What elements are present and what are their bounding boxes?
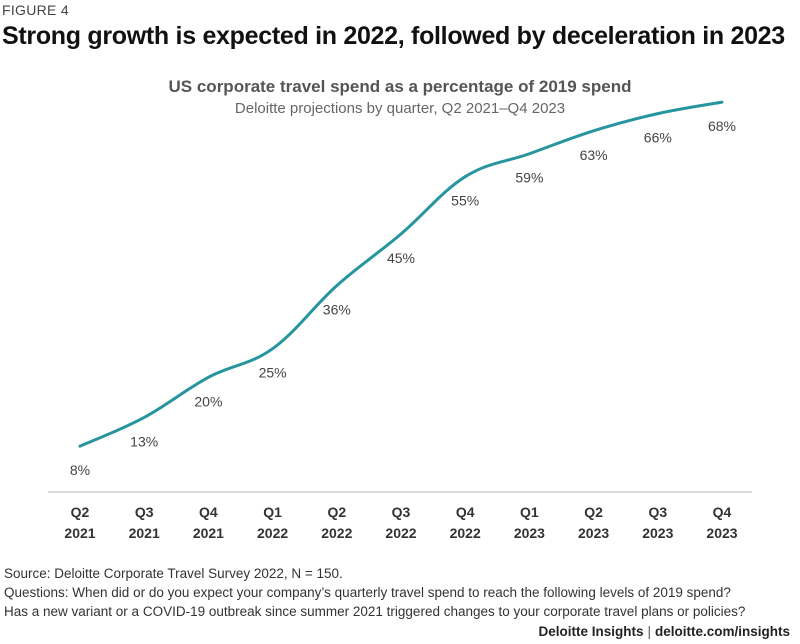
data-label-3: 25%: [259, 365, 287, 381]
questions-note-1: Questions: When did or do you expect you…: [4, 585, 731, 600]
x-tick-year-1: 2021: [129, 525, 160, 541]
footer-separator: |: [647, 624, 651, 639]
figure-headline: Strong growth is expected in 2022, follo…: [2, 22, 785, 50]
footer-url[interactable]: deloitte.com/insights: [654, 624, 790, 639]
data-label-1: 13%: [130, 433, 158, 449]
data-label-0: 8%: [70, 462, 90, 478]
x-tick-year-8: 2023: [578, 525, 609, 541]
x-tick-year-7: 2023: [514, 525, 545, 541]
x-tick-year-10: 2023: [706, 525, 737, 541]
chart-notes: Source: Deloitte Corporate Travel Survey…: [4, 564, 745, 621]
x-tick-quarter-3: Q1: [263, 504, 282, 520]
x-tick-quarter-2: Q4: [199, 504, 218, 520]
questions-note-2: Has a new variant or a COVID-19 outbreak…: [4, 604, 746, 619]
data-label-6: 55%: [451, 193, 479, 209]
x-tick-quarter-5: Q3: [392, 504, 411, 520]
x-tick-quarter-10: Q4: [713, 504, 732, 520]
x-tick-quarter-0: Q2: [71, 504, 90, 520]
data-label-4: 36%: [323, 302, 351, 318]
x-tick-quarter-9: Q3: [648, 504, 667, 520]
data-label-9: 66%: [644, 130, 672, 146]
data-label-7: 59%: [515, 170, 543, 186]
x-tick-quarter-7: Q1: [520, 504, 539, 520]
data-label-8: 63%: [580, 147, 608, 163]
x-tick-year-9: 2023: [642, 525, 673, 541]
chart-title: US corporate travel spend as a percentag…: [168, 77, 632, 96]
line-chart: 8% 13% 20% 25% 36% 45% 55% 59% 63% 66% 68% Q2 2021 Q3…: [48, 100, 752, 541]
data-label-10: 68%: [708, 118, 736, 134]
x-tick-quarter-4: Q2: [327, 504, 346, 520]
x-tick-year-3: 2022: [257, 525, 288, 541]
x-tick-year-0: 2021: [64, 525, 95, 541]
x-tick-quarter-8: Q2: [584, 504, 603, 520]
data-label-2: 20%: [194, 393, 222, 409]
chart-subtitle: Deloitte projections by quarter, Q2 2021…: [234, 100, 566, 117]
x-tick-year-6: 2022: [450, 525, 481, 541]
footer-credit: Deloitte Insights | deloitte.com/insights: [538, 624, 790, 639]
data-label-5: 45%: [387, 250, 415, 266]
x-tick-year-4: 2022: [321, 525, 352, 541]
series-line: [78, 100, 724, 448]
figure-label: FIGURE 4: [2, 2, 69, 18]
source-note: Source: Deloitte Corporate Travel Survey…: [4, 566, 343, 581]
x-tick-year-5: 2022: [385, 525, 416, 541]
x-tick-year-2: 2021: [193, 525, 224, 541]
x-tick-quarter-1: Q3: [135, 504, 154, 520]
x-tick-quarter-6: Q4: [456, 504, 475, 520]
footer-brand: Deloitte Insights: [538, 624, 644, 639]
